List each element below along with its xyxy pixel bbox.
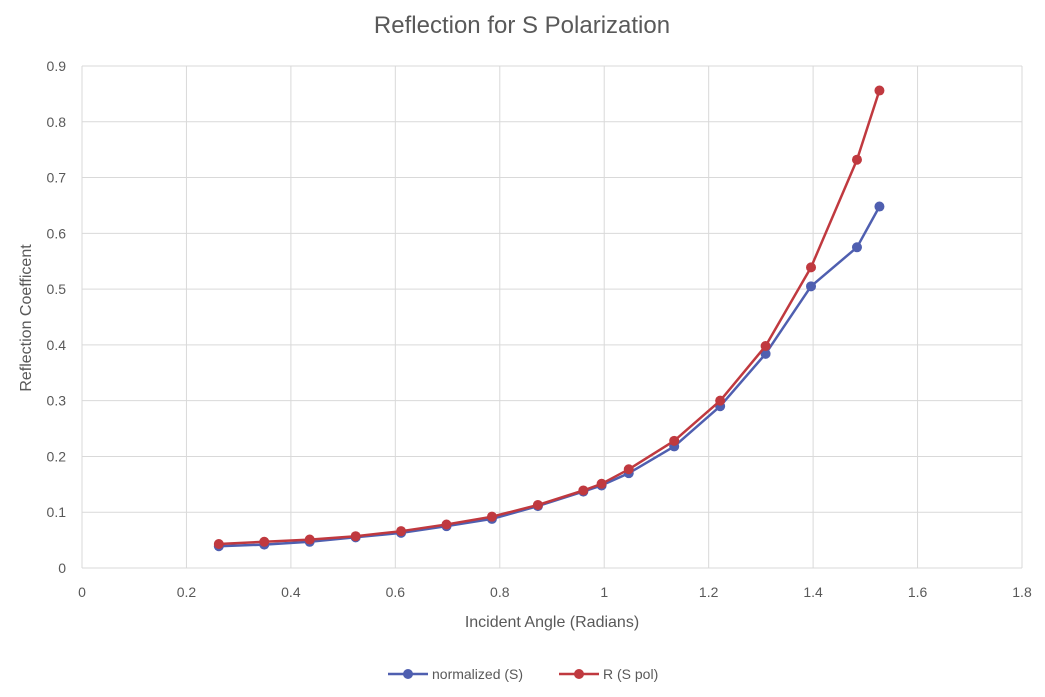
y-tick-labels: 0 0.1 0.2 0.3 0.4 0.5 0.6 0.7 0.8 0.9 — [47, 58, 67, 576]
legend-marker — [403, 669, 413, 679]
data-point — [441, 519, 452, 530]
legend-label: normalized (S) — [432, 666, 523, 682]
data-point — [715, 395, 726, 406]
y-tick-label: 0.5 — [47, 281, 67, 297]
y-tick-label: 0.2 — [47, 448, 67, 464]
x-tick-label: 0.6 — [386, 584, 406, 600]
data-point — [669, 435, 680, 446]
data-point — [532, 499, 543, 510]
x-tick-labels: 0 0.2 0.4 0.6 0.8 1 1.2 1.4 1.6 1.8 — [78, 584, 1032, 600]
x-tick-label: 1.8 — [1012, 584, 1032, 600]
y-tick-label: 0.1 — [47, 504, 67, 520]
x-tick-label: 1.4 — [803, 584, 823, 600]
legend-item: normalized (S) — [388, 666, 523, 682]
data-point — [874, 85, 885, 96]
series-line — [218, 90, 881, 546]
data-point — [486, 511, 497, 522]
data-point — [760, 341, 771, 352]
x-tick-label: 1.2 — [699, 584, 719, 600]
data-point — [213, 539, 224, 550]
data-point — [350, 531, 361, 542]
x-tick-label: 0.4 — [281, 584, 301, 600]
legend-item: R (S pol) — [559, 666, 658, 682]
data-point — [806, 281, 817, 292]
series-normalized-s — [213, 201, 885, 552]
y-tick-label: 0.6 — [47, 225, 67, 241]
y-axis-label: Reflection Coefficent — [18, 244, 35, 392]
x-tick-label: 0 — [78, 584, 86, 600]
data-point — [806, 262, 817, 273]
y-tick-label: 0.4 — [47, 337, 67, 353]
series-r-s-pol — [213, 85, 885, 550]
x-tick-label: 1.6 — [908, 584, 928, 600]
data-point — [760, 348, 771, 359]
legend-marker — [574, 669, 584, 679]
data-point — [304, 534, 315, 545]
x-tick-label: 1 — [600, 584, 608, 600]
y-tick-label: 0.9 — [47, 58, 67, 74]
data-series — [213, 85, 885, 552]
legend-label: R (S pol) — [603, 666, 658, 682]
y-tick-label: 0 — [58, 560, 66, 576]
x-tick-label: 0.2 — [177, 584, 197, 600]
data-point — [623, 464, 634, 475]
data-point — [851, 154, 862, 165]
y-tick-label: 0.8 — [47, 114, 67, 130]
y-tick-label: 0.7 — [47, 170, 67, 186]
y-tick-label: 0.3 — [47, 393, 67, 409]
legend: normalized (S) R (S pol) — [388, 666, 658, 682]
chart-title: Reflection for S Polarization — [374, 12, 670, 39]
data-point — [596, 478, 607, 489]
data-point — [259, 536, 270, 547]
data-point — [396, 526, 407, 537]
x-tick-label: 0.8 — [490, 584, 510, 600]
series-line — [218, 205, 881, 548]
data-point — [874, 201, 885, 212]
data-point — [851, 242, 862, 253]
gridlines — [81, 65, 1023, 569]
data-point — [578, 485, 589, 496]
x-axis-label: Incident Angle (Radians) — [465, 614, 639, 631]
